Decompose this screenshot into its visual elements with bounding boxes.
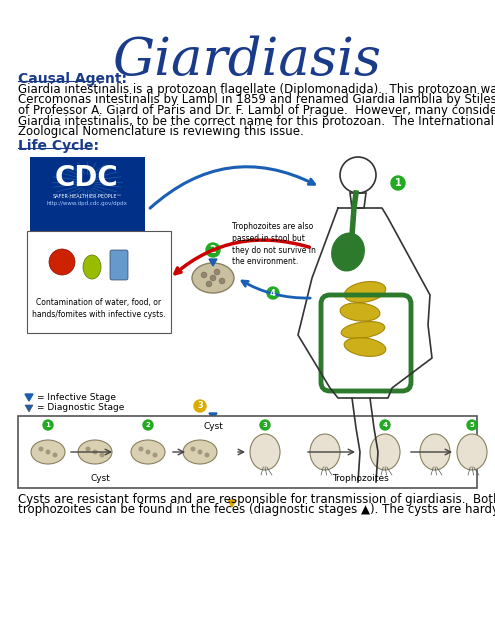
- Circle shape: [191, 447, 196, 451]
- Ellipse shape: [457, 434, 487, 470]
- Ellipse shape: [344, 338, 386, 356]
- Text: 3: 3: [197, 401, 203, 410]
- Text: Contamination of water, food, or
hands/fomites with infective cysts.: Contamination of water, food, or hands/f…: [32, 298, 166, 319]
- Ellipse shape: [344, 282, 386, 303]
- Circle shape: [198, 449, 202, 454]
- Text: 1: 1: [46, 422, 50, 428]
- Ellipse shape: [78, 440, 112, 464]
- Ellipse shape: [192, 263, 234, 293]
- Circle shape: [204, 452, 209, 458]
- Text: Giardia intestinalis, to be the correct name for this protozoan.  The Internatio: Giardia intestinalis, to be the correct …: [18, 115, 495, 127]
- Circle shape: [467, 420, 477, 430]
- Circle shape: [260, 420, 270, 430]
- Ellipse shape: [31, 440, 65, 464]
- Circle shape: [201, 272, 207, 278]
- Polygon shape: [209, 259, 217, 266]
- Ellipse shape: [340, 303, 380, 321]
- FancyBboxPatch shape: [30, 157, 145, 232]
- Text: Giardiasis: Giardiasis: [112, 35, 382, 86]
- Circle shape: [391, 176, 405, 190]
- Circle shape: [39, 447, 44, 451]
- Text: 2: 2: [209, 245, 216, 255]
- Circle shape: [46, 449, 50, 454]
- Text: Zoological Nomenclature is reviewing this issue.: Zoological Nomenclature is reviewing thi…: [18, 125, 304, 138]
- Circle shape: [194, 400, 206, 412]
- Ellipse shape: [332, 233, 364, 271]
- Ellipse shape: [341, 321, 385, 339]
- Circle shape: [206, 281, 212, 287]
- Circle shape: [219, 278, 225, 284]
- Text: of Professor A. Giard of Paris and Dr. F. Lambl of Prague.  However, many consid: of Professor A. Giard of Paris and Dr. F…: [18, 104, 495, 117]
- Ellipse shape: [131, 440, 165, 464]
- Ellipse shape: [83, 255, 101, 279]
- Text: Cercomonas intestinalis by Lambl in 1859 and renamed Giardia lamblia by Stiles i: Cercomonas intestinalis by Lambl in 1859…: [18, 93, 495, 106]
- FancyBboxPatch shape: [18, 416, 477, 488]
- Circle shape: [146, 449, 150, 454]
- Circle shape: [267, 287, 279, 299]
- Text: CDC: CDC: [55, 164, 119, 192]
- Text: trophozoites can be found in the feces (diagnostic stages ▲). The cysts are hard: trophozoites can be found in the feces (…: [18, 504, 495, 516]
- Text: Life Cycle:: Life Cycle:: [18, 139, 99, 153]
- Circle shape: [86, 447, 91, 451]
- Text: Cysts are resistant forms and are responsible for transmission of giardiasis.  B: Cysts are resistant forms and are respon…: [18, 493, 495, 506]
- Text: 4: 4: [383, 422, 388, 428]
- Text: 3: 3: [262, 422, 267, 428]
- Text: Cyst: Cyst: [203, 422, 223, 431]
- Ellipse shape: [370, 434, 400, 470]
- FancyBboxPatch shape: [27, 231, 171, 333]
- Text: Cyst: Cyst: [90, 474, 110, 483]
- Ellipse shape: [310, 434, 340, 470]
- Text: 5: 5: [470, 422, 474, 428]
- Ellipse shape: [250, 434, 280, 470]
- Polygon shape: [228, 500, 236, 507]
- Text: = Infective Stage: = Infective Stage: [37, 392, 116, 401]
- Text: Trophozoites: Trophozoites: [332, 474, 389, 483]
- Ellipse shape: [420, 434, 450, 470]
- Circle shape: [52, 452, 57, 458]
- Text: SAFER·HEALTHIER·PEOPLE™: SAFER·HEALTHIER·PEOPLE™: [52, 193, 122, 198]
- Circle shape: [49, 249, 75, 275]
- Text: 1: 1: [395, 178, 401, 188]
- Text: = Diagnostic Stage: = Diagnostic Stage: [37, 403, 124, 413]
- Text: 2: 2: [146, 422, 150, 428]
- Polygon shape: [209, 413, 217, 420]
- Text: Causal Agent:: Causal Agent:: [18, 72, 127, 86]
- Text: Trophozoites are also
passed in stool but
they do not survive in
the environment: Trophozoites are also passed in stool bu…: [232, 222, 316, 266]
- Text: http://www.dpd.cdc.gov/dpdx: http://www.dpd.cdc.gov/dpdx: [47, 202, 127, 207]
- Text: 4: 4: [270, 289, 276, 298]
- Circle shape: [210, 275, 216, 281]
- Circle shape: [380, 420, 390, 430]
- Ellipse shape: [183, 440, 217, 464]
- Text: Giardia intestinalis is a protozoan flagellate (Diplomonadida).  This protozoan : Giardia intestinalis is a protozoan flag…: [18, 83, 495, 96]
- Polygon shape: [25, 405, 33, 412]
- Circle shape: [93, 449, 98, 454]
- Polygon shape: [25, 394, 33, 401]
- Circle shape: [139, 447, 144, 451]
- FancyBboxPatch shape: [110, 250, 128, 280]
- Circle shape: [99, 452, 104, 458]
- Circle shape: [206, 243, 220, 257]
- Circle shape: [143, 420, 153, 430]
- Circle shape: [214, 269, 220, 275]
- Circle shape: [43, 420, 53, 430]
- Circle shape: [152, 452, 157, 458]
